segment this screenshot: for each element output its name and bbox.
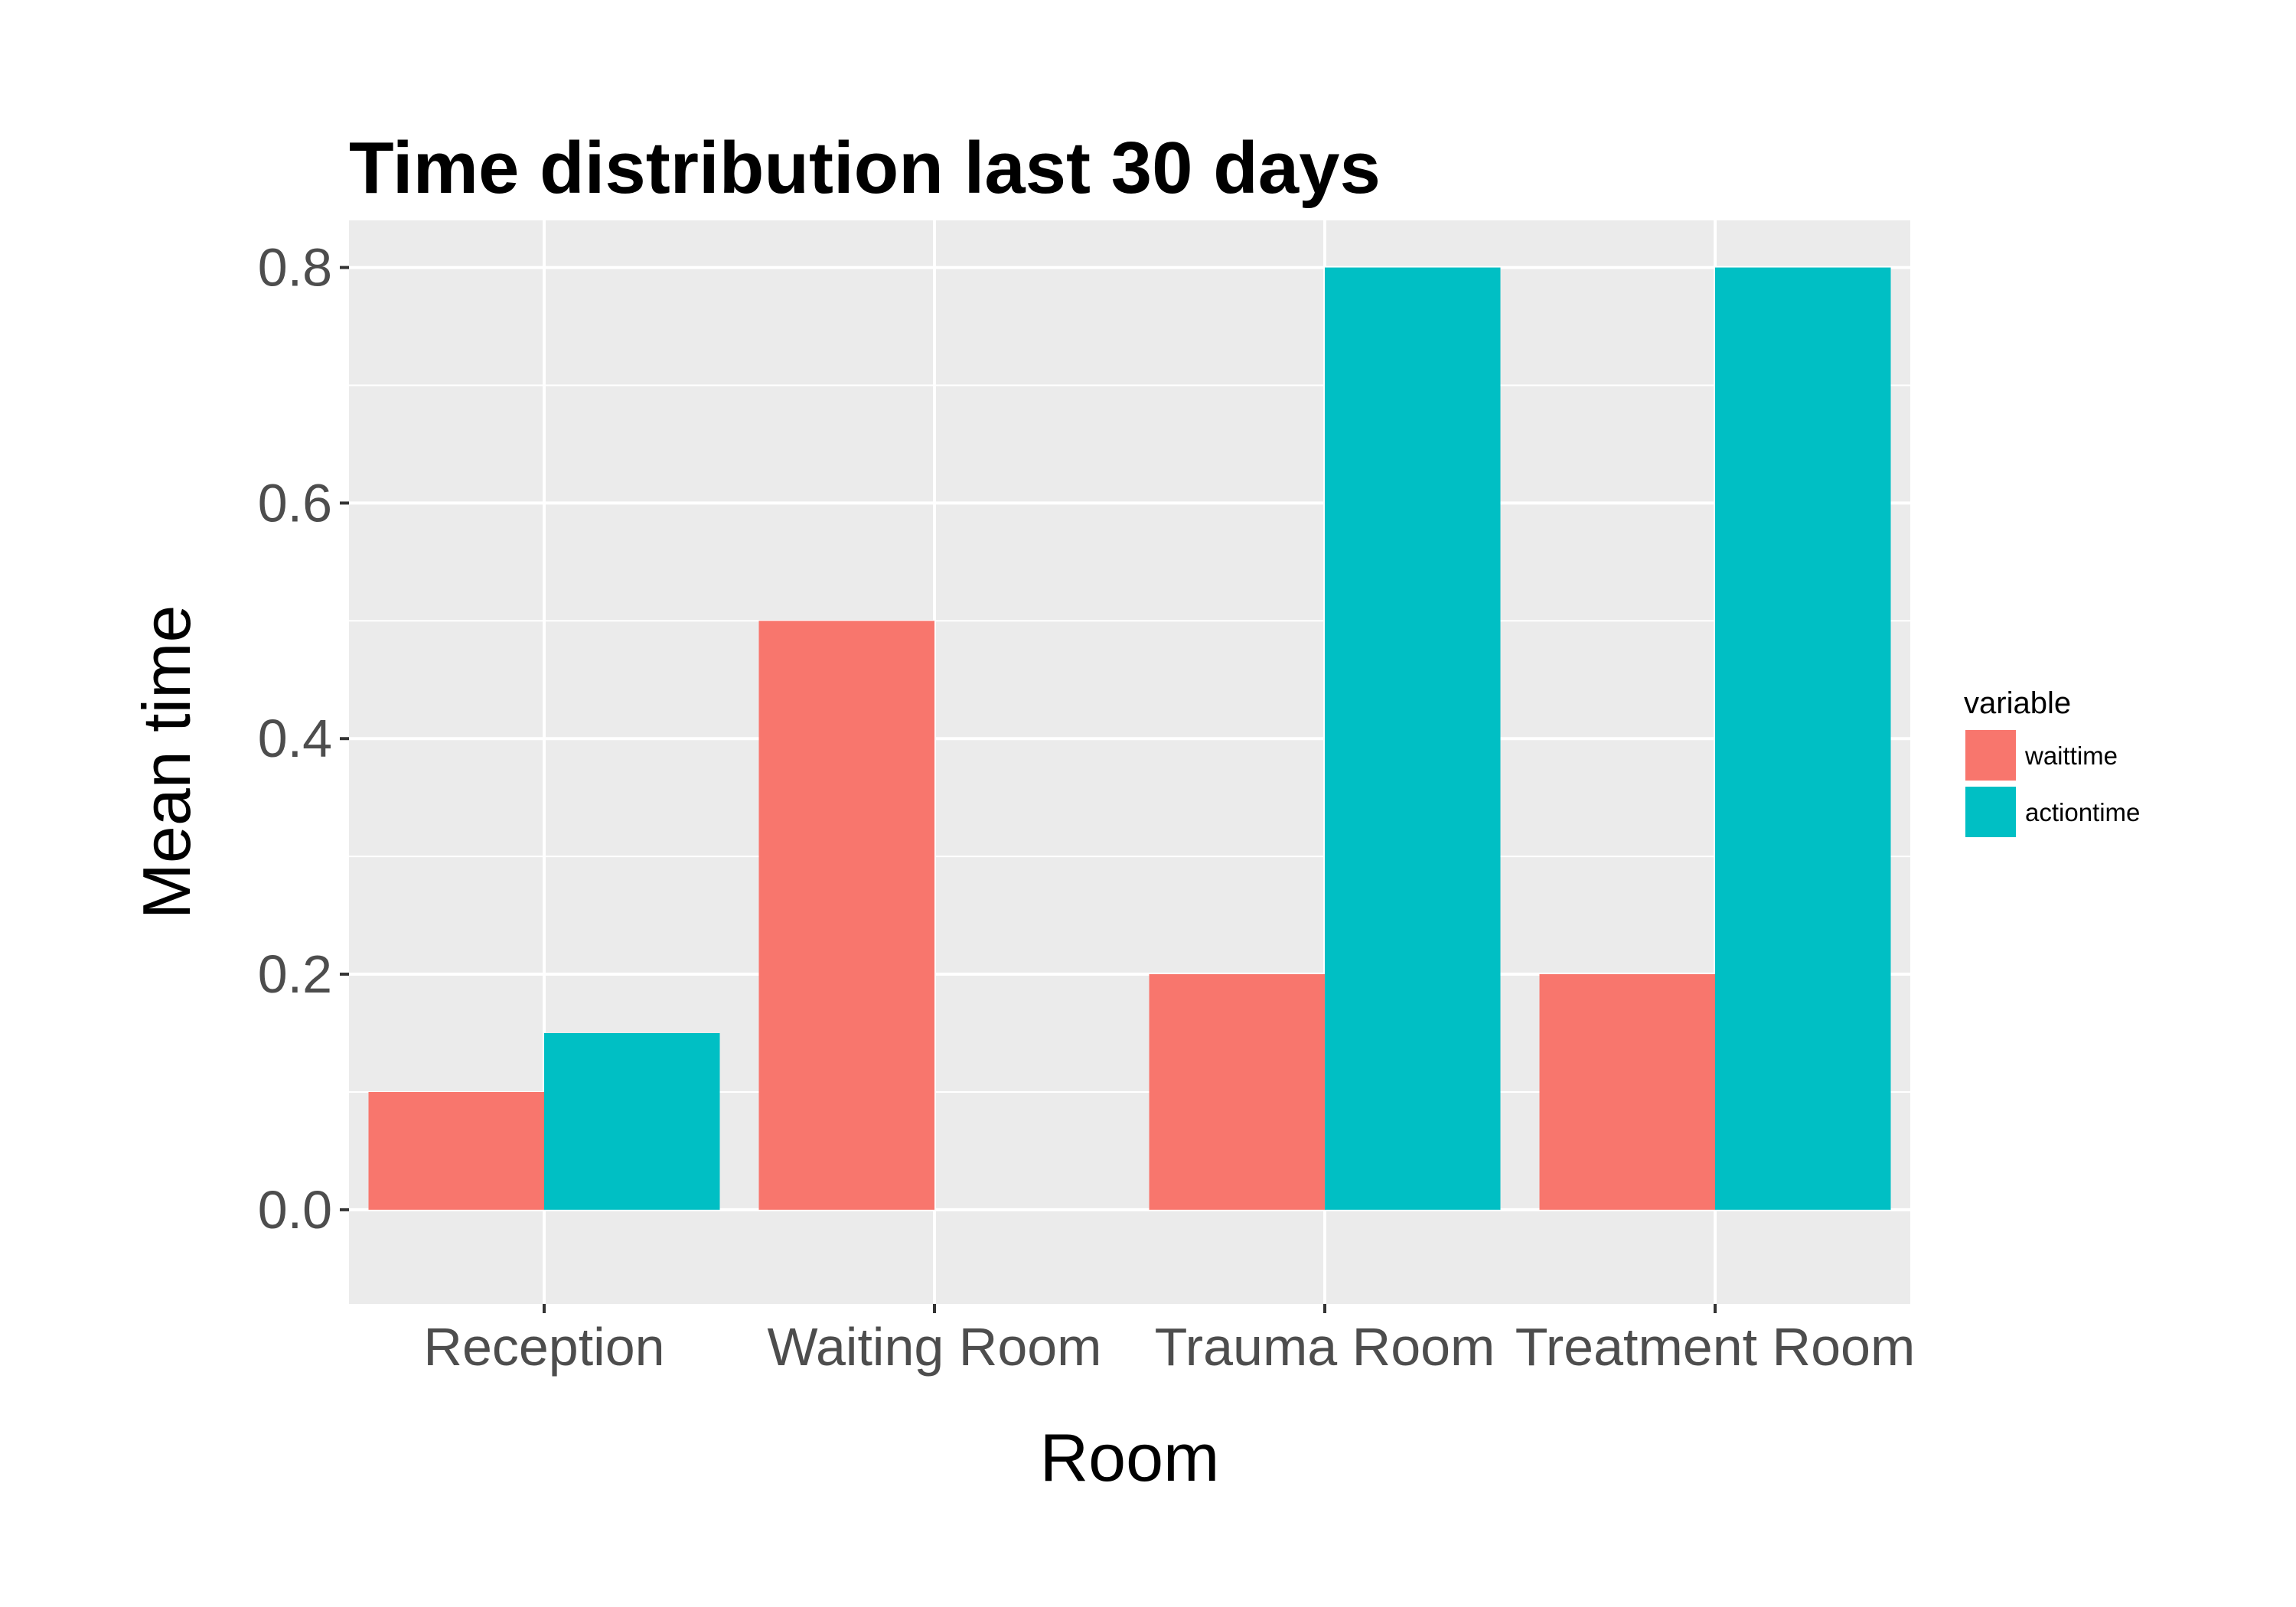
legend-title: variable xyxy=(1964,686,2071,720)
y-tick-label: 0.4 xyxy=(258,709,332,768)
axes: 0.0 0.2 0.4 0.6 0.8 Reception Waiting Room Trau… xyxy=(258,238,1916,1377)
bars xyxy=(368,267,1891,1210)
x-axis-title: Room xyxy=(1040,1420,1220,1495)
bar-waittime xyxy=(1149,974,1325,1210)
y-tick-label: 0.8 xyxy=(258,238,332,298)
legend-key-actiontime xyxy=(1965,787,2016,837)
legend: variable waittime actiontime xyxy=(1964,686,2140,837)
y-tick-label: 0.0 xyxy=(258,1180,332,1240)
x-tick-label: Waiting Room xyxy=(768,1317,1102,1377)
y-tick-label: 0.6 xyxy=(258,473,332,533)
legend-key-waittime xyxy=(1965,730,2016,781)
legend-label-actiontime: actiontime xyxy=(2025,798,2140,826)
bar-actiontime xyxy=(1715,267,1891,1210)
x-tick-label: Treatment Room xyxy=(1515,1317,1916,1377)
y-tick-label: 0.2 xyxy=(258,944,332,1004)
chart-title: Time distribution last 30 days xyxy=(349,127,1381,209)
bar-waittime xyxy=(1539,974,1715,1210)
bar-actiontime xyxy=(1325,267,1501,1210)
bar-waittime xyxy=(758,621,934,1210)
legend-label-waittime: waittime xyxy=(2024,742,2118,770)
bar-waittime xyxy=(368,1091,544,1210)
y-axis-title: Mean time xyxy=(129,605,204,920)
x-tick-label: Trauma Room xyxy=(1155,1317,1495,1377)
x-tick-label: Reception xyxy=(423,1317,664,1377)
bar-actiontime xyxy=(544,1033,720,1210)
